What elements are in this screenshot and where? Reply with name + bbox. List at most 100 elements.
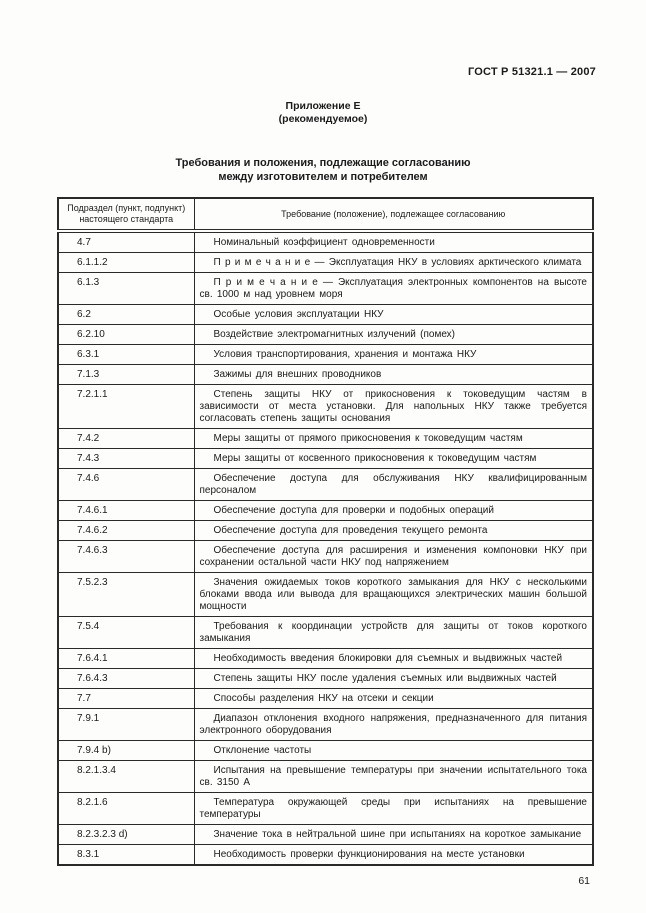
requirement-cell: Необходимость введения блокировки для съ… xyxy=(193,648,594,669)
clause-cell: 6.2.10 xyxy=(57,324,195,345)
table-row: 7.4.3 Меры защиты от косвенного прикоснов… xyxy=(57,448,594,469)
clause-cell: 6.1.1.2 xyxy=(57,252,195,273)
clause-cell: 7.4.6.3 xyxy=(57,540,195,573)
table-body: 4.7 Номинальный коэффициент одновременнос… xyxy=(57,230,594,866)
clause-cell: 7.5.2.3 xyxy=(57,572,195,617)
requirement-text: Условия транспортирования, хранения и мо… xyxy=(213,349,477,360)
table-row: 8.2.1.6 Температура окружающей среды при … xyxy=(57,792,594,825)
requirement-text: Диапазон отклонения входного напряжения,… xyxy=(199,713,588,736)
page-title: Требования и положения, подлежащие согла… xyxy=(0,156,646,184)
requirement-cell: Особые условия эксплуатации НКУ xyxy=(193,304,594,325)
clause-cell: 8.3.1 xyxy=(57,844,195,866)
requirement-cell: Меры защиты от прямого прикосновения к т… xyxy=(193,428,594,449)
table-row: 6.1.3 П р и м е ч а н и е — Эксплуатация … xyxy=(57,272,594,305)
clause-cell: 7.1.3 xyxy=(57,364,195,385)
requirement-text: Номинальный коэффициент одновременности xyxy=(213,237,435,248)
requirement-text: Испытания на превышение температуры при … xyxy=(199,765,588,788)
requirement-text: Меры защиты от прямого прикосновения к т… xyxy=(213,433,523,444)
requirement-text: Необходимость введения блокировки для съ… xyxy=(213,653,563,664)
clause-cell: 7.6.4.3 xyxy=(57,668,195,689)
clause-cell: 8.2.1.6 xyxy=(57,792,195,825)
clause-cell: 7.9.1 xyxy=(57,708,195,741)
table-row: 8.2.1.3.4 Испытания на превышение темпера… xyxy=(57,760,594,793)
requirement-text: П р и м е ч а н и е — Эксплуатация НКУ в… xyxy=(213,257,582,268)
table-row: 8.3.1 Необходимость проверки функциониров… xyxy=(57,844,594,866)
clause-cell: 6.2 xyxy=(57,304,195,325)
requirement-cell: Обеспечение доступа для проведения текущ… xyxy=(193,520,594,541)
requirement-cell: Температура окружающей среды при испытан… xyxy=(193,792,594,825)
requirement-cell: Диапазон отклонения входного напряжения,… xyxy=(193,708,594,741)
requirement-text: Обеспечение доступа для расширения и изм… xyxy=(199,545,588,568)
requirement-cell: Меры защиты от косвенного прикосновения … xyxy=(193,448,594,469)
requirement-text: Обеспечение доступа для проверки и подоб… xyxy=(213,505,494,516)
requirement-text: Степень защиты НКУ после удаления съемны… xyxy=(213,673,557,684)
requirement-cell: П р и м е ч а н и е — Эксплуатация элект… xyxy=(193,272,594,305)
appendix-heading: Приложение Е (рекомендуемое) xyxy=(0,100,646,126)
page-number: 61 xyxy=(578,875,590,887)
requirement-text: Зажимы для внешних проводников xyxy=(213,369,382,380)
requirement-text: Особые условия эксплуатации НКУ xyxy=(213,309,384,320)
table-row: 7.4.2 Меры защиты от прямого прикосновени… xyxy=(57,428,594,449)
table-row: 7.4.6.3 Обеспечение доступа для расширени… xyxy=(57,540,594,573)
clause-cell: 7.9.4 b) xyxy=(57,740,195,761)
table-row: 7.1.3 Зажимы для внешних проводников xyxy=(57,364,594,385)
requirement-cell: Испытания на превышение температуры при … xyxy=(193,760,594,793)
requirement-cell: Обеспечение доступа для обслуживания НКУ… xyxy=(193,468,594,501)
requirement-cell: Степень защиты НКУ от прикосновения к то… xyxy=(193,384,594,429)
table-row: 7.6.4.1 Необходимость введения блокировки… xyxy=(57,648,594,669)
requirement-cell: Значения ожидаемых токов короткого замык… xyxy=(193,572,594,617)
requirement-text: Воздействие электромагнитных излучений (… xyxy=(213,329,456,340)
requirement-text: Значение тока в нейтральной шине при исп… xyxy=(213,829,582,840)
requirement-cell: Номинальный коэффициент одновременности xyxy=(193,230,594,253)
requirement-text: Меры защиты от косвенного прикосновения … xyxy=(213,453,537,464)
requirement-text: Обеспечение доступа для проведения текущ… xyxy=(213,525,488,536)
clause-cell: 8.2.1.3.4 xyxy=(57,760,195,793)
requirement-text: Способы разделения НКУ на отсеки и секци… xyxy=(213,693,434,704)
requirement-text: Обеспечение доступа для обслуживания НКУ… xyxy=(199,473,588,496)
clause-cell: 7.4.6.1 xyxy=(57,500,195,521)
page-title-line2: между изготовителем и потребителем xyxy=(218,171,428,183)
requirement-text: Значения ожидаемых токов короткого замык… xyxy=(199,577,588,612)
table-row: 7.7 Способы разделения НКУ на отсеки и се… xyxy=(57,688,594,709)
requirement-cell: Степень защиты НКУ после удаления съемны… xyxy=(193,668,594,689)
table-row: 7.9.1 Диапазон отклонения входного напряж… xyxy=(57,708,594,741)
requirement-cell: Обеспечение доступа для проверки и подоб… xyxy=(193,500,594,521)
table-row: 7.5.2.3 Значения ожидаемых токов коротког… xyxy=(57,572,594,617)
clause-cell: 6.1.3 xyxy=(57,272,195,305)
table-row: 6.3.1 Условия транспортирования, хранения… xyxy=(57,344,594,365)
requirement-text: Требования к координации устройств для з… xyxy=(199,621,588,644)
appendix-title: Приложение Е xyxy=(285,100,361,112)
requirement-cell: Требования к координации устройств для з… xyxy=(193,616,594,649)
clause-cell: 7.4.6.2 xyxy=(57,520,195,541)
requirement-cell: Способы разделения НКУ на отсеки и секци… xyxy=(193,688,594,709)
page-title-line1: Требования и положения, подлежащие согла… xyxy=(175,157,471,169)
requirement-cell: Отклонение частоты xyxy=(193,740,594,761)
standard-number: ГОСТ Р 51321.1 — 2007 xyxy=(467,66,596,78)
doc-header: ГОСТ Р 51321.1 — 2007 xyxy=(57,66,596,79)
table-row: 6.2 Особые условия эксплуатации НКУ xyxy=(57,304,594,325)
clause-cell: 7.4.2 xyxy=(57,428,195,449)
requirement-text: П р и м е ч а н и е — Эксплуатация элект… xyxy=(199,277,588,300)
requirement-cell: Обеспечение доступа для расширения и изм… xyxy=(193,540,594,573)
table-row: 7.4.6.1 Обеспечение доступа для проверки … xyxy=(57,500,594,521)
requirement-cell: Воздействие электромагнитных излучений (… xyxy=(193,324,594,345)
requirement-cell: Значение тока в нейтральной шине при исп… xyxy=(193,824,594,845)
table-row: 7.2.1.1 Степень защиты НКУ от прикосновен… xyxy=(57,384,594,429)
table-row: 4.7 Номинальный коэффициент одновременнос… xyxy=(57,230,594,253)
requirement-cell: П р и м е ч а н и е — Эксплуатация НКУ в… xyxy=(193,252,594,273)
table-row: 6.2.10 Воздействие электромагнитных излуч… xyxy=(57,324,594,345)
col-header-requirement: Требование (положение), подлежащее согла… xyxy=(193,197,594,233)
clause-cell: 7.6.4.1 xyxy=(57,648,195,669)
clause-cell: 6.3.1 xyxy=(57,344,195,365)
requirement-cell: Зажимы для внешних проводников xyxy=(193,364,594,385)
clause-cell: 7.7 xyxy=(57,688,195,709)
table-row: 7.5.4 Требования к координации устройств … xyxy=(57,616,594,649)
table-row: 7.9.4 b) Отклонение частоты xyxy=(57,740,594,761)
table-row: 7.4.6.2 Обеспечение доступа для проведени… xyxy=(57,520,594,541)
table-row: 8.2.3.2.3 d) Значение тока в нейтральной … xyxy=(57,824,594,845)
clause-cell: 8.2.3.2.3 d) xyxy=(57,824,195,845)
table-header-row: Подраздел (пункт, подпункт) настоящего с… xyxy=(57,197,594,233)
requirement-text: Отклонение частоты xyxy=(213,745,312,756)
requirements-table: Подраздел (пункт, подпункт) настоящего с… xyxy=(57,197,594,866)
table-header: Подраздел (пункт, подпункт) настоящего с… xyxy=(57,197,594,233)
